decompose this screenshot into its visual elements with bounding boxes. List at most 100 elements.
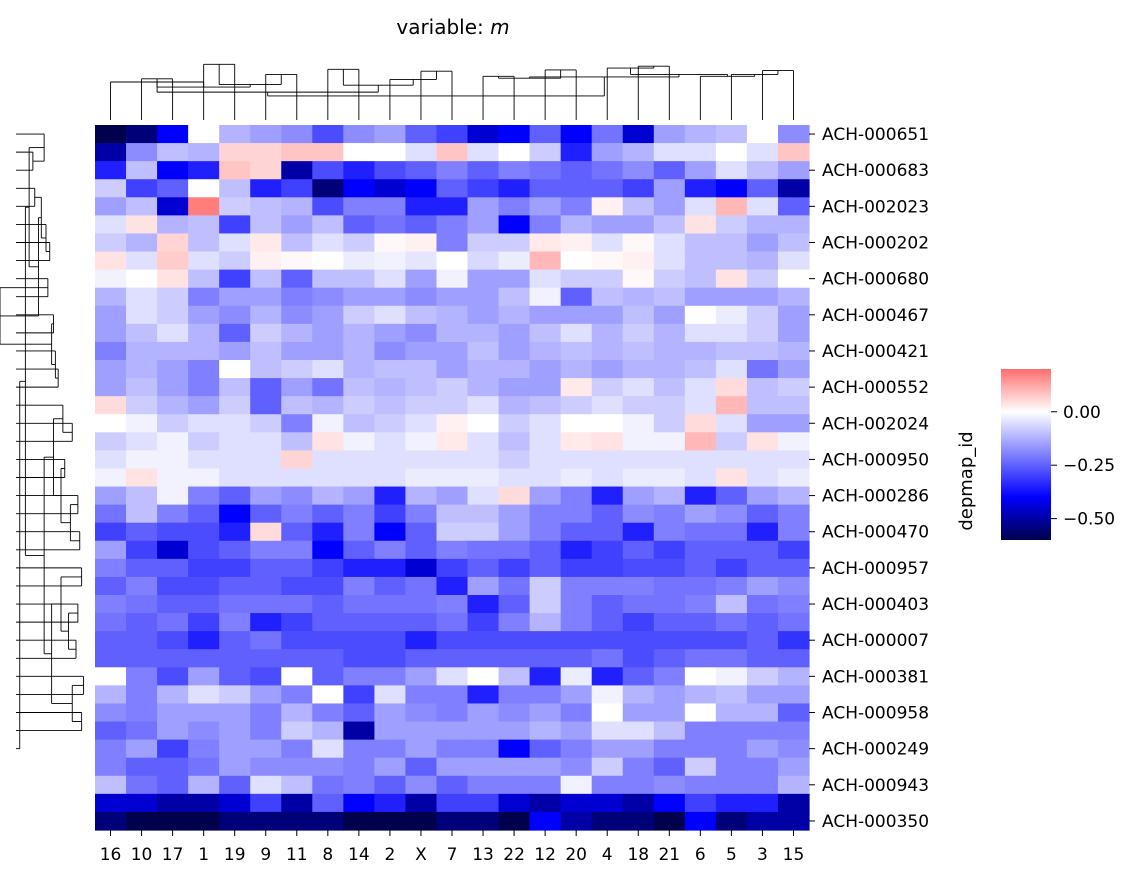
heatmap-cell [777, 649, 810, 668]
heatmap-cell [95, 378, 127, 397]
heatmap-cell [126, 595, 158, 614]
heatmap-cell [95, 739, 127, 759]
heatmap-cell [777, 613, 810, 632]
heatmap-cell [467, 540, 500, 560]
heatmap-cell [157, 739, 189, 759]
chart-title: variable: m [396, 15, 509, 39]
heatmap-cell [157, 685, 189, 705]
heatmap-cell [405, 576, 438, 596]
heatmap-cell [374, 432, 407, 451]
heatmap-cell [95, 649, 127, 668]
heatmap-cell [467, 161, 500, 180]
colorbar-tick-label: 0.00 [1063, 403, 1101, 423]
heatmap-cell [777, 667, 810, 686]
heatmap-cell [312, 251, 344, 271]
heatmap-cell [126, 143, 158, 162]
heatmap-cell [312, 558, 344, 578]
heatmap-cell [157, 161, 189, 180]
heatmap-cell [684, 378, 717, 397]
heatmap-cell [622, 269, 655, 289]
heatmap-cell [529, 468, 562, 488]
heatmap-cell [591, 649, 624, 668]
heatmap-cell [343, 486, 375, 506]
heatmap-cell [343, 287, 375, 307]
heatmap-cell [746, 161, 779, 180]
heatmap-cell [219, 251, 251, 271]
heatmap-cell [343, 396, 375, 415]
heatmap-cell [219, 595, 251, 614]
heatmap-cell [467, 504, 500, 524]
heatmap-cell [95, 323, 127, 343]
heatmap-cell [219, 125, 251, 144]
heatmap-cell [188, 739, 220, 759]
heatmap-cell [746, 703, 779, 723]
heatmap-cell [622, 450, 655, 470]
heatmap-cell [405, 667, 438, 686]
heatmap-cell [343, 793, 375, 813]
heatmap-cell [529, 143, 562, 162]
heatmap-cell [622, 793, 655, 813]
heatmap-cell [343, 703, 375, 723]
heatmap-cell [560, 287, 593, 307]
heatmap-cell [684, 287, 717, 307]
heatmap-cell [684, 269, 717, 289]
heatmap-cell [715, 703, 748, 723]
heatmap-cell [126, 631, 158, 650]
heatmap-cell [281, 811, 313, 831]
heatmap-cell [560, 360, 593, 379]
heatmap-cell [219, 811, 251, 831]
heatmap-cell [157, 269, 189, 289]
heatmap-cell [498, 739, 531, 759]
heatmap-cell [250, 450, 282, 470]
heatmap-cell [653, 703, 686, 723]
heatmap-cell [715, 414, 748, 433]
heatmap-cell [653, 468, 686, 488]
heatmap-cell [95, 667, 127, 686]
heatmap-cell [250, 595, 282, 614]
heatmap-cell [405, 360, 438, 379]
heatmap-cell [622, 161, 655, 180]
heatmap-cell [95, 341, 127, 361]
heatmap-cell [684, 125, 717, 144]
heatmap-cell [95, 125, 127, 144]
heatmap-cell [560, 233, 593, 253]
heatmap-cell [126, 414, 158, 433]
heatmap-cell [467, 793, 500, 813]
heatmap-cell [343, 251, 375, 271]
heatmap-cell [684, 486, 717, 506]
heatmap-cell [715, 161, 748, 180]
heatmap-cell [467, 703, 500, 723]
heatmap-cell [622, 540, 655, 560]
heatmap-cell [281, 486, 313, 506]
heatmap-cell [622, 323, 655, 343]
heatmap-cell [405, 558, 438, 578]
row-tick-label: ACH-000202 [822, 234, 929, 254]
heatmap-cell [777, 179, 810, 198]
heatmap-cell [653, 323, 686, 343]
heatmap-cell [95, 269, 127, 289]
heatmap-cell [281, 522, 313, 542]
heatmap-cell [157, 468, 189, 488]
heatmap-cell [405, 613, 438, 632]
heatmap-cell [498, 305, 531, 325]
heatmap-cell [777, 269, 810, 289]
heatmap-cell [281, 468, 313, 488]
heatmap-cell [95, 576, 127, 596]
heatmap-cell [591, 450, 624, 470]
heatmap-cell [653, 269, 686, 289]
heatmap-cell [436, 631, 469, 650]
heatmap-cell [95, 143, 127, 162]
heatmap-cell [777, 251, 810, 271]
heatmap-cell [312, 595, 344, 614]
heatmap-cell [343, 522, 375, 542]
column-tick-label: 2 [384, 845, 395, 865]
heatmap-cell [219, 703, 251, 723]
heatmap-cell [591, 215, 624, 235]
heatmap-cell [405, 450, 438, 470]
heatmap-cell [126, 215, 158, 235]
heatmap-cell [405, 721, 438, 741]
heatmap-cell [343, 305, 375, 325]
heatmap-cell [374, 450, 407, 470]
row-tick-label: ACH-000470 [822, 523, 929, 543]
heatmap-cell [560, 811, 593, 831]
